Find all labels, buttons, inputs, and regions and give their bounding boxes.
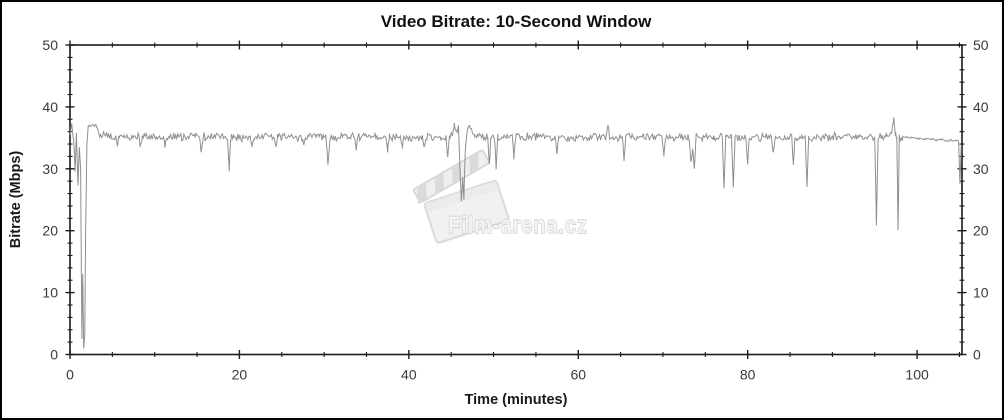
tick-label: 10 <box>973 285 989 301</box>
bitrate-line <box>69 117 962 349</box>
tick-label: 40 <box>42 99 58 115</box>
watermark: Film-arena.cz <box>412 149 588 244</box>
tick-label: 20 <box>973 223 989 239</box>
tick-label: 50 <box>973 37 989 53</box>
tick-label: 30 <box>973 161 989 177</box>
tick-label: 0 <box>66 367 74 383</box>
tick-label: 80 <box>740 367 756 383</box>
tick-label: 60 <box>570 367 586 383</box>
tick-label: 40 <box>401 367 417 383</box>
tick-label: 10 <box>42 285 58 301</box>
axis-line <box>69 44 963 356</box>
tick-label: 0 <box>973 347 981 363</box>
y-axis-label: Bitrate (Mbps) <box>8 151 24 249</box>
tick-label: 0 <box>50 347 58 363</box>
tick-label: 30 <box>42 161 58 177</box>
clapperboard-icon <box>412 149 510 244</box>
tick-label: 20 <box>42 223 58 239</box>
x-axis-label: Time (minutes) <box>465 392 568 408</box>
tick-label: 100 <box>905 367 929 383</box>
tick-label: 20 <box>232 367 248 383</box>
watermark-text: Film-arena.cz <box>448 212 588 239</box>
tick-label: 40 <box>973 99 989 115</box>
chart-title: Video Bitrate: 10-Second Window <box>381 12 652 31</box>
tick-label: 50 <box>42 37 58 53</box>
